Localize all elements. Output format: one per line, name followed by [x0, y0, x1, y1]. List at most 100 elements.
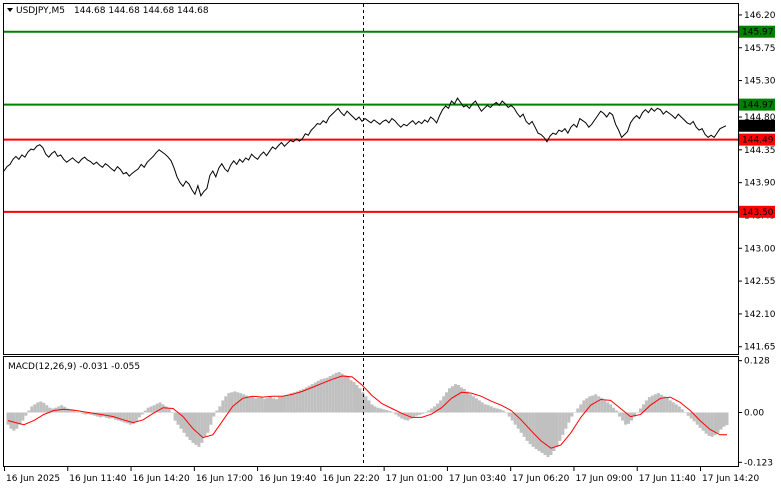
- macd-histogram-bar: [379, 408, 383, 413]
- macd-histogram-bar: [66, 408, 70, 413]
- time-tick-label: 16 Jun 17:00: [196, 474, 253, 484]
- macd-histogram-bar: [534, 412, 538, 449]
- current-price-box: [739, 119, 775, 132]
- macd-histogram-bar: [674, 404, 678, 413]
- macd-histogram-bar: [615, 410, 619, 413]
- macd-histogram-bar: [612, 407, 616, 413]
- macd-histogram-bar: [656, 393, 660, 413]
- macd-histogram-bar: [716, 412, 720, 433]
- macd-histogram-bar: [546, 412, 550, 458]
- macd-histogram-bar: [519, 412, 523, 433]
- macd-histogram-bar: [209, 412, 213, 425]
- macd-histogram-bar: [251, 397, 255, 413]
- macd-histogram-bar: [582, 400, 586, 413]
- time-tick-label: 16 Jun 11:40: [69, 474, 126, 484]
- macd-histogram-bar: [206, 412, 210, 433]
- macd-histogram-bar: [334, 372, 338, 413]
- macd-histogram-bar: [543, 412, 547, 455]
- macd-histogram-bar: [639, 408, 642, 413]
- macd-histogram-bar: [289, 393, 293, 413]
- macd-histogram-bar: [116, 412, 120, 421]
- macd-histogram-bar: [27, 410, 31, 413]
- macd-histogram-bar: [352, 382, 356, 413]
- macd-histogram-bar: [364, 396, 368, 413]
- macd-histogram-bar: [707, 412, 711, 436]
- macd-histogram-bar: [194, 412, 198, 445]
- macd-histogram-bar: [662, 396, 666, 413]
- macd-histogram-bar: [146, 407, 150, 413]
- macd-histogram-bar: [164, 406, 168, 413]
- macd-histogram-bar: [69, 409, 73, 413]
- macd-histogram-bar: [686, 412, 690, 416]
- macd-histogram-bar: [382, 409, 386, 413]
- macd-histogram-bar: [358, 388, 362, 413]
- macd-histogram-bar: [597, 396, 601, 413]
- macd-histogram-bar: [636, 412, 639, 413]
- macd-histogram-bar: [492, 407, 496, 413]
- macd-histogram-bar: [218, 406, 222, 413]
- time-tick-label: 17 Jun 06:20: [512, 474, 569, 484]
- macd-histogram-bar: [269, 397, 272, 413]
- price-tick-label: 145.30: [744, 77, 776, 87]
- level-label: 144.49: [742, 136, 774, 146]
- chart-menu-triangle-icon[interactable]: [7, 8, 13, 12]
- chart-header: USDJPY,M5 144.68 144.68 144.68 144.68: [7, 6, 209, 16]
- macd-histogram-bar: [412, 412, 416, 418]
- macd-histogram-bar: [113, 412, 117, 420]
- macd-histogram-bar: [465, 391, 469, 413]
- level-label-box: [739, 205, 775, 218]
- macd-histogram-bar: [501, 410, 505, 413]
- macd-histogram-bar: [433, 406, 437, 413]
- macd-histogram-bar: [624, 412, 628, 425]
- macd-histogram-bar: [260, 397, 264, 413]
- macd-histogram-bar: [221, 400, 225, 413]
- time-tick-label: 17 Jun 11:40: [639, 474, 696, 484]
- macd-histogram-bar: [173, 412, 177, 421]
- macd-histogram-bar: [242, 394, 246, 413]
- macd-histogram-bar: [555, 412, 559, 447]
- macd-histogram-bar: [21, 412, 25, 421]
- price-series-group: [3, 97, 727, 197]
- macd-histogram-bar: [480, 402, 484, 413]
- macd-histogram-bar: [376, 407, 380, 413]
- price-tick-label: 143.90: [744, 179, 776, 189]
- macd-histogram-bar: [680, 409, 684, 413]
- macd-histogram-bar: [245, 395, 249, 413]
- time-tick-label: 16 Jun 2025: [6, 474, 60, 484]
- macd-histogram-bar: [561, 412, 565, 435]
- macd-histogram-bar: [33, 404, 37, 413]
- macd-histogram-bar: [197, 412, 201, 447]
- macd-histogram-bar: [18, 412, 22, 425]
- macd-histogram-bar: [618, 412, 622, 417]
- macd-histogram-bar: [319, 379, 323, 413]
- levels-group: [4, 30, 738, 213]
- macd-histogram-bar: [647, 397, 651, 413]
- macd-histogram-bar: [671, 402, 675, 413]
- macd-signal-group: [7, 375, 727, 449]
- macd-histogram-bar: [230, 392, 234, 413]
- macd-histogram-bar: [692, 412, 696, 422]
- macd-histogram-bar: [119, 412, 123, 422]
- macd-histogram-bar: [185, 412, 189, 437]
- macd-histogram-bar: [471, 396, 475, 413]
- macd-histogram-bar: [203, 412, 207, 437]
- macd-histogram-bar: [340, 373, 344, 413]
- macd-histogram-bar: [388, 410, 392, 413]
- macd-histogram-bar: [188, 412, 192, 441]
- macd-histogram-bar: [477, 400, 481, 413]
- macd-histogram-bar: [498, 409, 502, 413]
- macd-histogram-bar: [200, 412, 204, 443]
- macd-histogram-bar: [283, 395, 287, 413]
- macd-histogram-bar: [254, 398, 258, 413]
- macd-histogram-bar: [528, 412, 532, 445]
- macd-histogram-bar: [567, 412, 571, 423]
- macd-histogram-bar: [152, 405, 156, 413]
- macd-histogram-bar: [316, 380, 320, 413]
- macd-histogram-bar: [430, 408, 434, 413]
- macd-histogram-bar: [212, 412, 216, 417]
- price-tick-label: 142.55: [744, 277, 776, 287]
- macd-histogram-bar: [60, 405, 64, 413]
- macd-histogram-bar: [713, 412, 717, 436]
- macd-histogram-bar: [9, 412, 13, 429]
